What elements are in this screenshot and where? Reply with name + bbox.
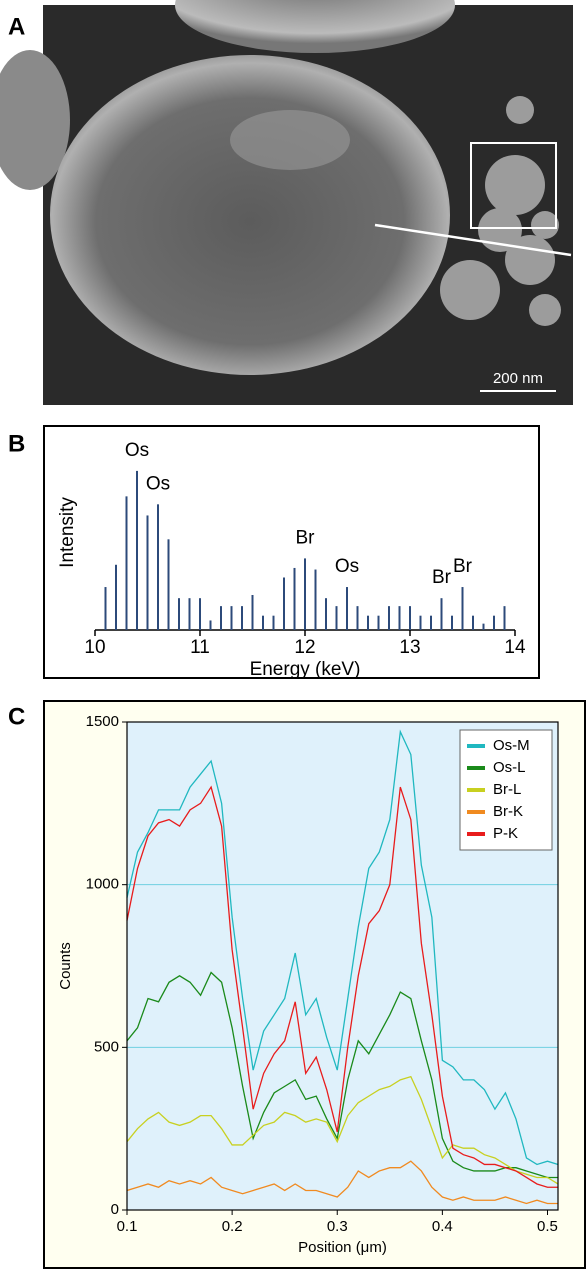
annotation: Br (432, 567, 452, 588)
y-tick-label: 500 (94, 1038, 119, 1055)
bar (398, 606, 401, 630)
x-axis-label: Energy (keV) (250, 659, 361, 680)
region-box (470, 142, 557, 229)
bar (188, 598, 191, 630)
bar (230, 606, 233, 630)
y-axis-label: Intensity (57, 497, 78, 568)
bar (115, 564, 117, 630)
bar (314, 569, 317, 630)
bar (167, 539, 170, 630)
spectrum-chart: 10 11 12 13 14 Energy (keV) Intensity Os Os Br Os B… (57, 440, 526, 680)
x-tick-label: 0.5 (537, 1218, 558, 1235)
bar (409, 606, 411, 630)
annotation: Os (335, 556, 359, 577)
bar (157, 504, 159, 630)
particle (175, 0, 455, 53)
bar (472, 615, 474, 630)
annotation: Os (146, 473, 170, 494)
legend-label: Br-L (493, 781, 521, 798)
plot-frame (126, 721, 559, 1211)
bar (482, 623, 485, 630)
bar (346, 587, 348, 630)
x-tick-label: 0.4 (432, 1218, 453, 1235)
bar (440, 598, 443, 630)
x-tick-label: 13 (399, 637, 420, 658)
annotation: Br (296, 527, 316, 548)
legend-swatch (467, 810, 485, 814)
particle (50, 55, 450, 375)
x-axis-label: Position (μm) (298, 1239, 387, 1256)
bar (493, 615, 495, 630)
series-line (126, 1160, 558, 1205)
series-line (126, 971, 558, 1179)
bar (356, 606, 359, 630)
bar (146, 515, 149, 630)
bar (125, 496, 128, 630)
legend-label: Os-M (493, 737, 530, 754)
legend-label: Br-K (493, 803, 523, 820)
y-tick-label: 0 (111, 1201, 119, 1218)
bar (419, 615, 422, 630)
micrograph: 200 nm (0, 0, 573, 405)
bar (367, 615, 369, 630)
x-tick-label: 0.1 (117, 1218, 138, 1235)
x-tick-label: 12 (294, 637, 315, 658)
legend-swatch (467, 744, 485, 748)
y-tick-label: 1500 (86, 713, 119, 730)
scale-bar-label: 200 nm (493, 370, 543, 387)
legend-swatch (467, 788, 485, 792)
legend-swatch (467, 832, 485, 836)
bar (451, 615, 453, 630)
x-tick-label: 10 (84, 637, 105, 658)
bar (304, 558, 306, 630)
line-chart: 0 500 1000 1500 0.1 0.2 0.3 0.4 0.5 Position (μm)… (57, 713, 559, 1256)
bar (220, 606, 222, 630)
panel-label: B (8, 430, 25, 457)
bar (272, 615, 275, 630)
series-line (126, 785, 558, 1188)
panel-label: C (8, 703, 25, 730)
aggregate (440, 96, 561, 326)
bar (241, 606, 243, 630)
bar (335, 606, 338, 630)
bar (283, 577, 285, 630)
bar (461, 587, 464, 630)
x-tick-label: 11 (190, 637, 210, 658)
x-tick-label: 0.2 (222, 1218, 243, 1235)
panel-frame (43, 425, 540, 679)
legend-label: P-K (493, 825, 518, 842)
x-tick-label: 0.3 (327, 1218, 348, 1235)
legend-label: Os-L (493, 759, 526, 776)
series-line (126, 1075, 559, 1185)
bar (199, 598, 201, 630)
x-tick-label: 14 (504, 637, 526, 658)
bar (251, 595, 254, 630)
bar (430, 615, 432, 630)
bar (136, 470, 138, 630)
y-axis-label: Counts (57, 942, 74, 990)
y-tick-label: 1000 (86, 876, 119, 893)
bar (388, 606, 390, 630)
annotation: Os (125, 440, 149, 461)
legend-swatch (467, 766, 485, 770)
annotation: Br (453, 556, 473, 577)
line-scan (374, 223, 572, 257)
bar (262, 615, 264, 630)
particle-texture (230, 110, 350, 170)
bar (178, 598, 180, 630)
bar (503, 606, 506, 630)
series-line (126, 729, 559, 1166)
bar (209, 620, 212, 630)
bar (293, 567, 296, 630)
panel-label: A (8, 13, 25, 40)
bar (325, 598, 327, 630)
bar (377, 615, 380, 630)
particle (0, 50, 70, 190)
bar (104, 587, 107, 630)
